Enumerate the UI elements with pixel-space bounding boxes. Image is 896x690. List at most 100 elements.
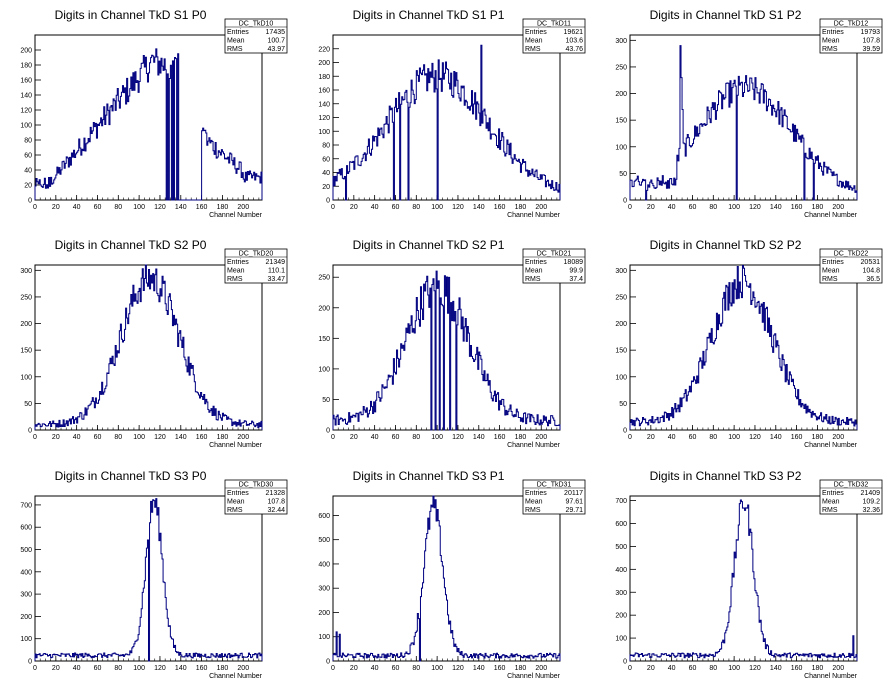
stats-name: DC_TkD12 — [834, 21, 869, 28]
stats-entries-value: 21349 — [266, 259, 286, 266]
chart-title: Digits in Channel TkD S3 P0 — [55, 469, 207, 483]
y-tick-label: 0 — [326, 428, 330, 435]
x-tick-label: 140 — [770, 434, 782, 441]
x-tick-label: 160 — [494, 204, 506, 211]
x-tick-label: 180 — [217, 434, 229, 441]
chart-panel-6: Digits in Channel TkD S2 P2 0 20 40 60 80 100 1… — [615, 238, 883, 449]
x-axis-label: Channel Number — [507, 673, 561, 680]
y-tick-label: 100 — [318, 634, 330, 641]
x-axis-label: Channel Number — [209, 673, 263, 680]
x-tick-label: 140 — [175, 434, 187, 441]
x-tick-label: 200 — [237, 434, 249, 441]
x-tick-label: 180 — [217, 204, 229, 211]
stats-name: DC_TkD11 — [537, 21, 571, 28]
stats-entries-label: Entries — [525, 29, 547, 36]
y-tick-label: 250 — [318, 275, 330, 282]
y-tick-label: 300 — [318, 586, 330, 593]
y-tick-label: 200 — [615, 613, 627, 620]
stats-entries-value: 18089 — [564, 259, 584, 266]
y-tick-label: 200 — [20, 321, 32, 328]
stats-box — [224, 479, 288, 515]
y-tick-label: 200 — [615, 321, 627, 328]
y-tick-label: 250 — [20, 294, 32, 301]
stats-entries-label: Entries — [227, 29, 249, 36]
y-tick-label: 600 — [318, 513, 330, 520]
x-tick-label: 200 — [535, 204, 547, 211]
stats-mean-label: Mean — [227, 38, 245, 45]
stats-mean-label: Mean — [822, 268, 840, 275]
x-tick-label: 140 — [770, 665, 782, 672]
x-tick-label: 140 — [473, 665, 485, 672]
stats-name: DC_TkD30 — [239, 482, 274, 489]
x-axis-label: Channel Number — [209, 212, 263, 219]
x-axis-label: Channel Number — [804, 673, 858, 680]
stats-rms-label: RMS — [525, 507, 541, 514]
chart-panel-3: Digits in Channel TkD S1 P2 0 20 40 60 80 100 1… — [615, 8, 883, 219]
x-tick-label: 0 — [331, 665, 335, 672]
x-tick-label: 20 — [52, 665, 60, 672]
y-tick-label: 80 — [322, 143, 330, 150]
x-tick-label: 80 — [114, 434, 122, 441]
x-tick-label: 80 — [114, 204, 122, 211]
y-tick-label: 100 — [615, 144, 627, 151]
stats-entries-value: 21409 — [861, 490, 881, 497]
x-tick-label: 160 — [196, 204, 208, 211]
x-tick-label: 140 — [175, 665, 187, 672]
histogram-line — [629, 45, 858, 201]
stats-name: DC_TkD22 — [834, 251, 869, 258]
histogram-line — [629, 265, 858, 430]
x-tick-label: 180 — [515, 665, 527, 672]
stats-box — [224, 248, 288, 284]
y-tick-label: 120 — [20, 108, 32, 115]
x-tick-label: 0 — [331, 204, 335, 211]
x-tick-label: 120 — [452, 665, 464, 672]
stats-entries-label: Entries — [525, 259, 547, 266]
x-tick-label: 20 — [647, 434, 655, 441]
x-tick-label: 40 — [668, 434, 676, 441]
x-tick-label: 120 — [749, 204, 761, 211]
x-tick-label: 200 — [832, 665, 844, 672]
stats-rms-label: RMS — [525, 276, 541, 283]
x-tick-label: 40 — [668, 665, 676, 672]
stats-mean-value: 107.8 — [862, 38, 880, 45]
stats-box — [819, 479, 883, 515]
x-tick-label: 100 — [431, 204, 443, 211]
stats-rms-value: 43.97 — [267, 46, 285, 53]
x-tick-label: 60 — [94, 665, 102, 672]
y-tick-label: 300 — [20, 268, 32, 275]
y-tick-label: 0 — [623, 198, 627, 205]
x-tick-label: 80 — [114, 665, 122, 672]
x-tick-label: 100 — [728, 665, 740, 672]
stats-mean-label: Mean — [822, 499, 840, 506]
y-tick-label: 150 — [615, 348, 627, 355]
histogram-line — [332, 44, 561, 201]
y-tick-label: 0 — [28, 198, 32, 205]
y-tick-label: 50 — [24, 401, 32, 408]
y-tick-label: 200 — [318, 305, 330, 312]
x-tick-label: 60 — [392, 434, 400, 441]
stats-rms-value: 32.36 — [862, 507, 880, 514]
x-tick-label: 160 — [196, 434, 208, 441]
x-tick-label: 120 — [154, 434, 166, 441]
stats-rms-value: 32.44 — [267, 507, 285, 514]
x-tick-label: 160 — [494, 665, 506, 672]
plot-frame — [34, 264, 263, 431]
stats-entries-value: 20531 — [861, 259, 881, 266]
stats-entries-label: Entries — [227, 259, 249, 266]
x-tick-label: 60 — [689, 204, 697, 211]
y-tick-label: 700 — [20, 502, 32, 509]
chart-title: Digits in Channel TkD S2 P1 — [353, 238, 505, 252]
plot-frame — [332, 264, 561, 431]
x-tick-label: 20 — [350, 665, 358, 672]
y-tick-label: 100 — [20, 636, 32, 643]
y-tick-label: 160 — [20, 78, 32, 85]
stats-mean-label: Mean — [525, 499, 543, 506]
chart-title: Digits in Channel TkD S1 P1 — [353, 8, 505, 22]
x-tick-label: 0 — [33, 434, 37, 441]
y-tick-label: 20 — [322, 184, 330, 191]
x-tick-label: 180 — [515, 434, 527, 441]
y-tick-label: 300 — [615, 38, 627, 45]
stats-name: DC_TkD21 — [537, 251, 572, 258]
x-tick-label: 80 — [412, 204, 420, 211]
